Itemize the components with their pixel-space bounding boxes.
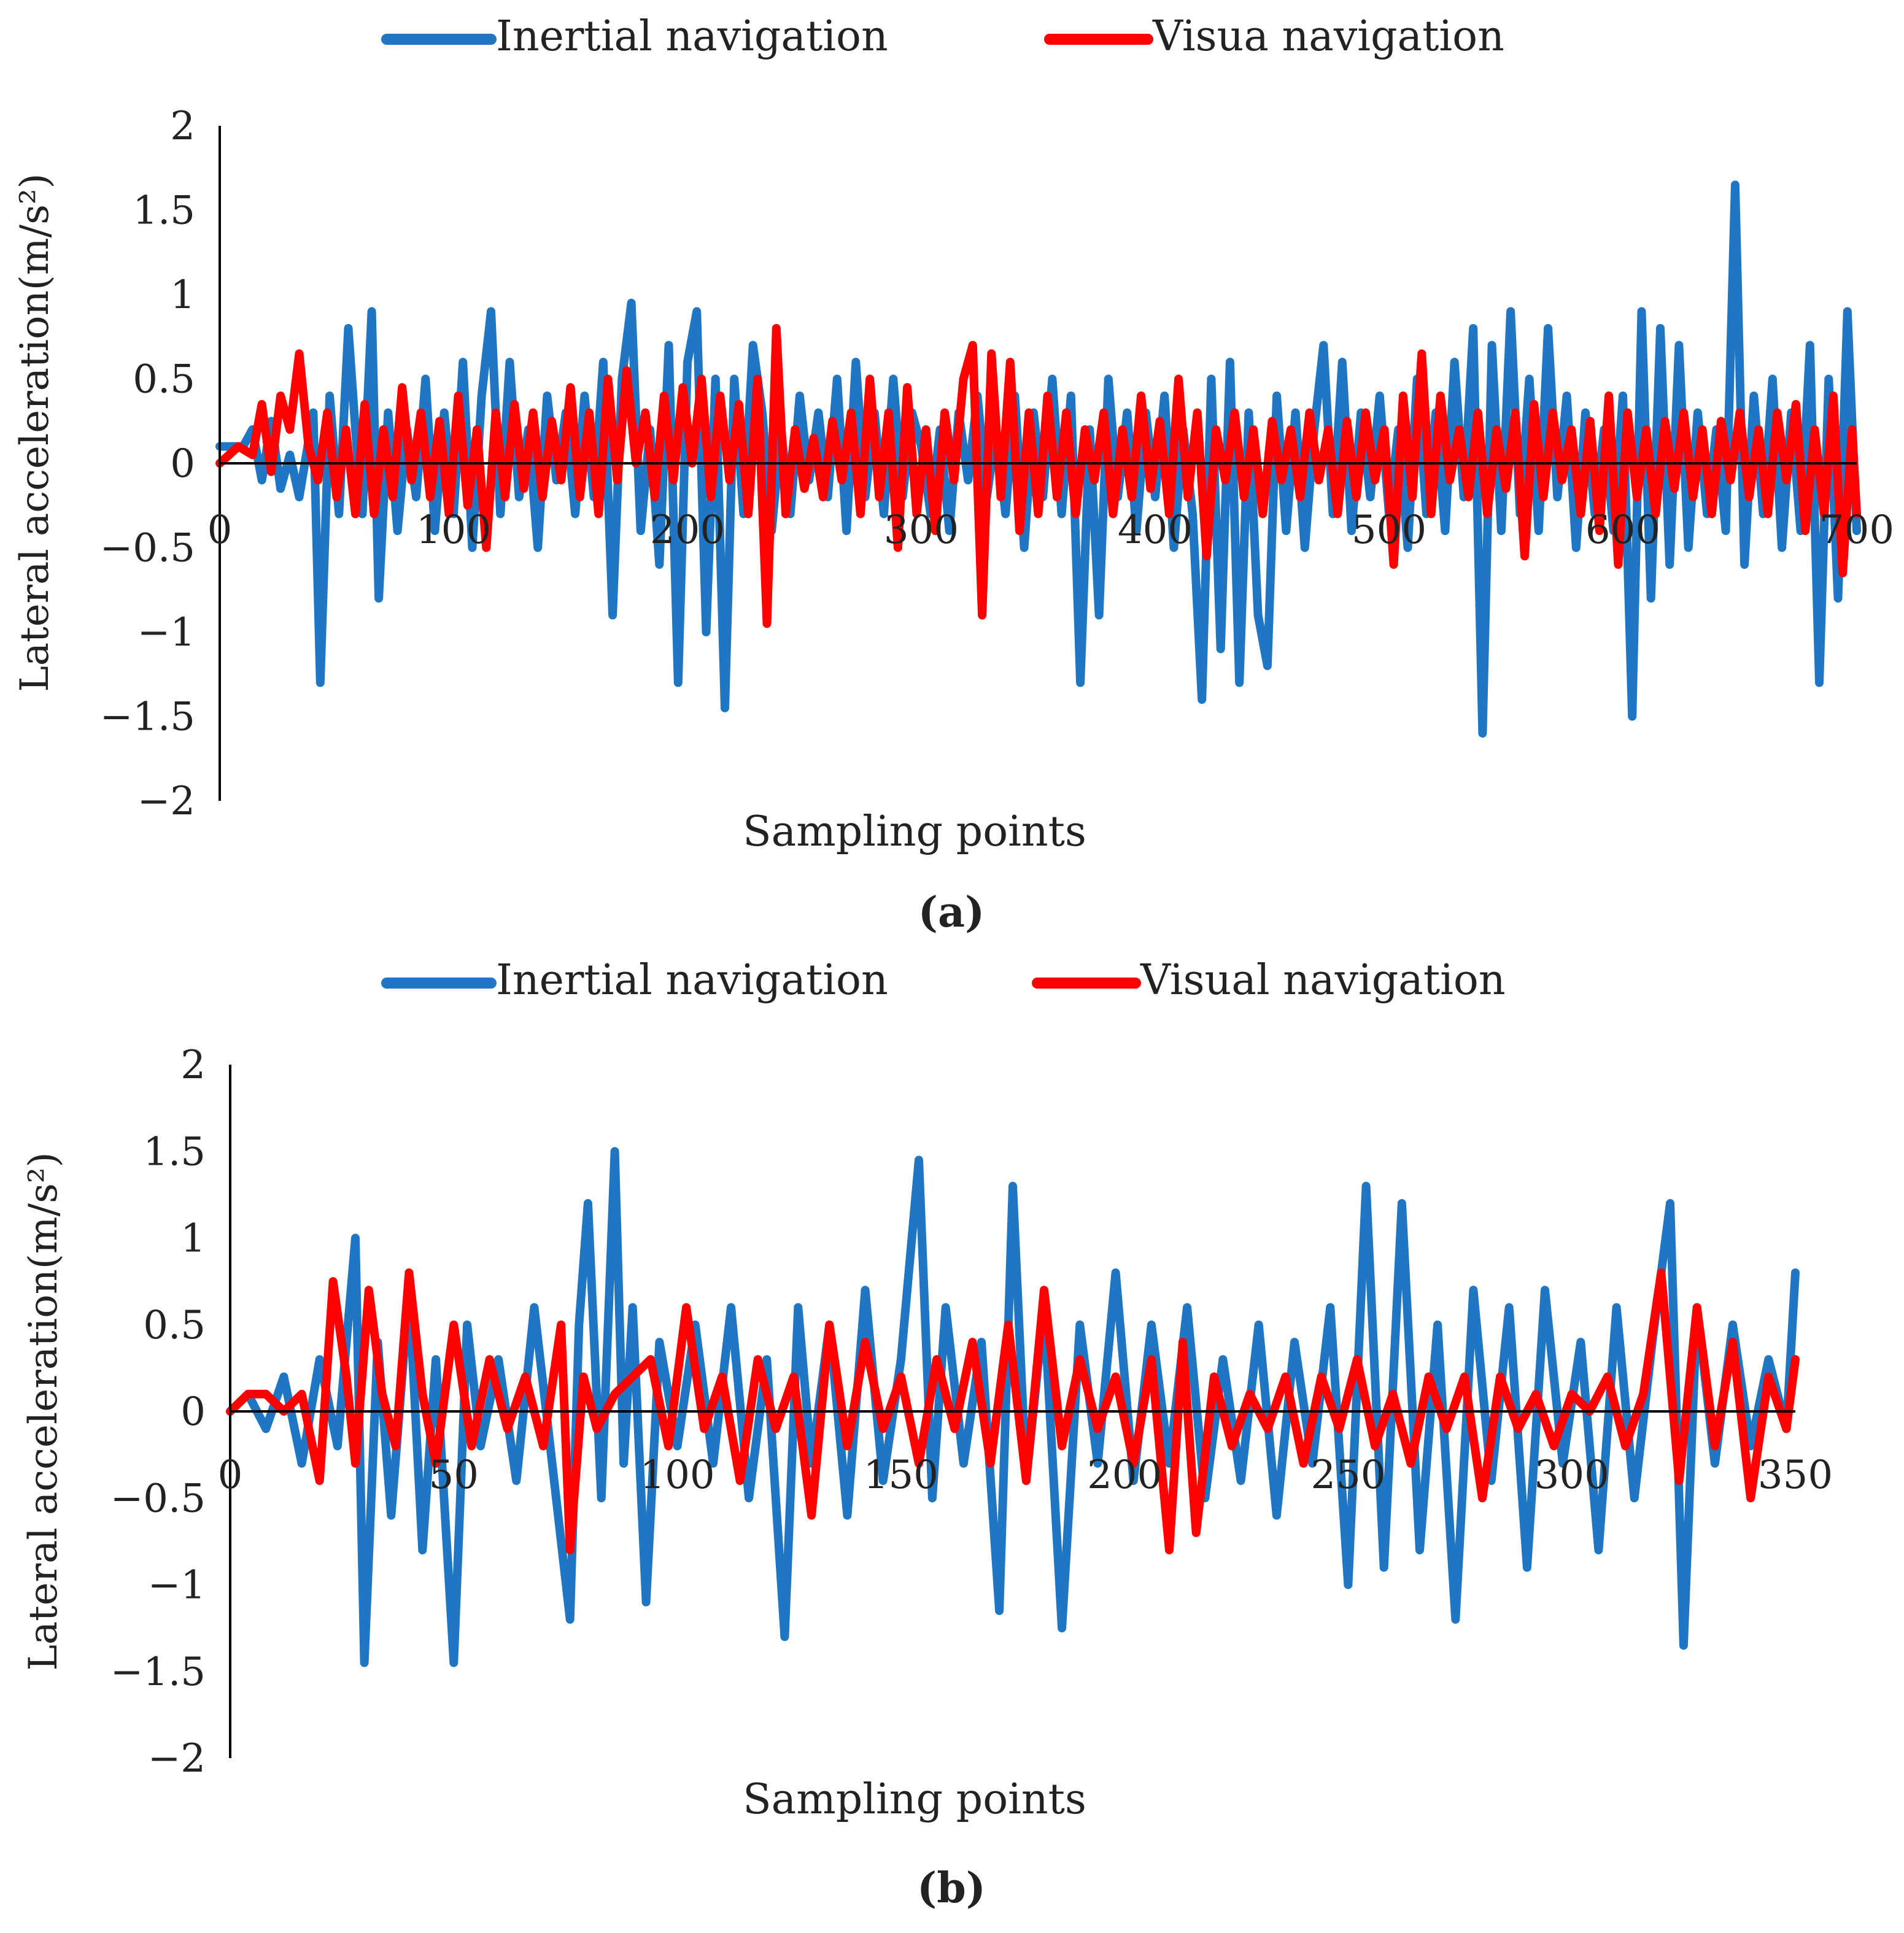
legend-a-inertial-label: Inertial navigation xyxy=(496,12,888,61)
y-tick-label: 1 xyxy=(180,1216,206,1262)
x-tick-label: 600 xyxy=(1585,507,1660,553)
series-group-a xyxy=(215,180,1861,738)
legend-b-inertial-label: Inertial navigation xyxy=(496,956,888,1005)
y-tick-label: 1 xyxy=(170,272,195,318)
y-tick-label: −2 xyxy=(148,1736,206,1781)
y-tick-label: 1.5 xyxy=(143,1129,206,1175)
y-tick-label: −1 xyxy=(148,1563,206,1608)
legend-a: Inertial navigation Visua navigation xyxy=(381,12,1504,61)
y-axis-title-a: Lateral acceleration(m/s²) xyxy=(12,173,58,692)
caption-b: (b) xyxy=(917,1864,986,1913)
x-axis-title-b: Sampling points xyxy=(743,1775,1086,1824)
x-tick-label: 0 xyxy=(218,1453,243,1498)
y-tick-label: −0.5 xyxy=(110,1476,206,1521)
x-tick-label: 400 xyxy=(1118,507,1193,553)
y-tick-label: −1 xyxy=(137,610,195,655)
y-tick-label: 2 xyxy=(180,1043,206,1088)
y-tick-labels-a: 2 1.5 1 0.5 0 −0.5 −1 −1.5 −2 xyxy=(100,104,195,824)
legend-a-visual-label: Visua navigation xyxy=(1152,12,1504,61)
x-axis-title-a: Sampling points xyxy=(743,808,1086,856)
series-line-visual xyxy=(215,324,1861,628)
chart-panel-a: Inertial navigation Visua navigation 2 1.… xyxy=(12,12,1894,937)
y-tick-label: 0.5 xyxy=(143,1303,206,1348)
caption-a: (a) xyxy=(918,888,985,937)
series-group-b xyxy=(226,1147,1800,1667)
y-tick-label: −0.5 xyxy=(100,526,195,571)
y-tick-label: −1.5 xyxy=(110,1649,206,1695)
x-tick-label: 0 xyxy=(207,507,233,553)
x-tick-label: 100 xyxy=(640,1453,714,1498)
x-tick-label: 500 xyxy=(1352,507,1426,553)
x-tick-label: 200 xyxy=(1087,1453,1162,1498)
legend-b: Inertial navigation Visual navigation xyxy=(381,956,1506,1005)
series-line-visual xyxy=(226,1268,1800,1554)
y-tick-label: 0 xyxy=(170,441,195,487)
y-tick-label: 2 xyxy=(170,104,195,149)
legend-b-visual-label: Visual navigation xyxy=(1140,956,1506,1005)
chart-panel-b: Inertial navigation Visual navigation 2 1… xyxy=(21,956,1833,1913)
x-tick-label: 300 xyxy=(884,507,959,553)
x-tick-label: 350 xyxy=(1758,1453,1833,1498)
y-axis-title-b: Lateral acceleration(m/s²) xyxy=(21,1152,66,1670)
y-tick-label: −2 xyxy=(137,779,195,824)
x-tick-labels-b: 0 50 100 150 200 250 300 350 xyxy=(218,1453,1833,1498)
x-tick-label: 200 xyxy=(650,507,725,553)
x-tick-label: 50 xyxy=(429,1453,479,1498)
y-tick-labels-b: 2 1.5 1 0.5 0 −0.5 −1 −1.5 −2 xyxy=(110,1043,206,1781)
x-tick-labels-a: 0 100 200 300 400 500 600 700 xyxy=(207,507,1894,553)
y-tick-label: −1.5 xyxy=(100,695,195,740)
x-tick-label: 150 xyxy=(864,1453,938,1498)
y-tick-label: 0.5 xyxy=(133,357,195,403)
y-tick-label: 0 xyxy=(180,1389,206,1435)
x-tick-label: 300 xyxy=(1534,1453,1609,1498)
x-tick-label: 700 xyxy=(1819,507,1894,553)
x-tick-label: 100 xyxy=(416,507,491,553)
x-tick-label: 250 xyxy=(1310,1453,1385,1498)
y-tick-label: 1.5 xyxy=(133,188,195,234)
